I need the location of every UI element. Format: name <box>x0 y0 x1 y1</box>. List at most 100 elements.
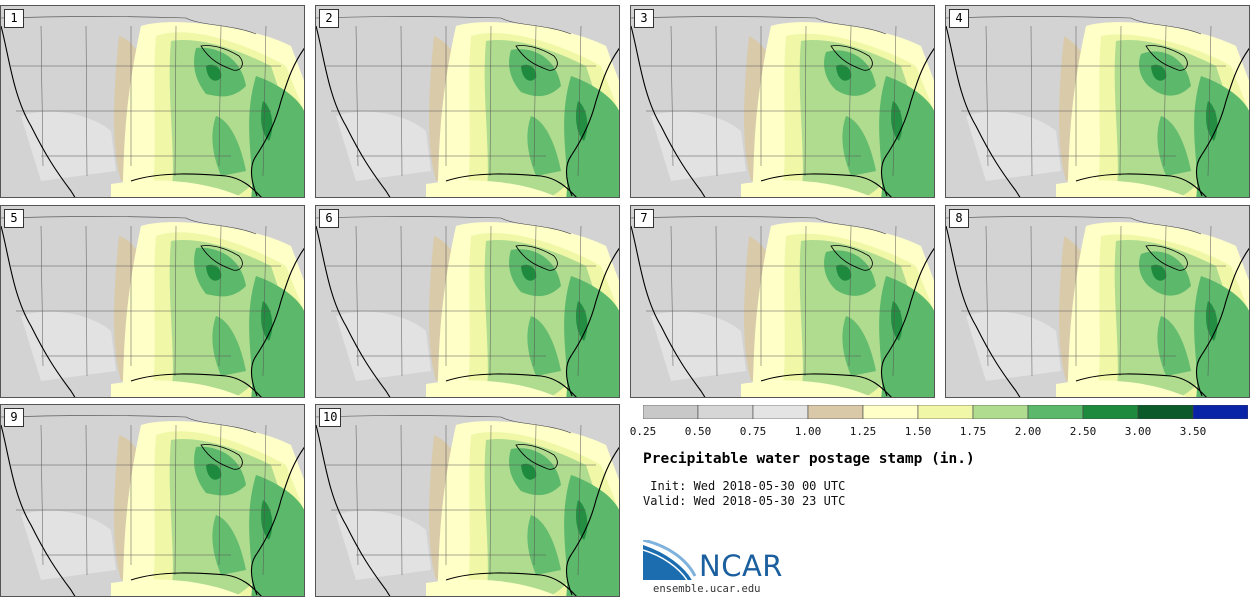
colorbar-segment <box>972 405 1029 419</box>
map-layer <box>577 225 582 377</box>
map-layer <box>527 515 561 575</box>
map-layer <box>336 111 431 181</box>
panel-9: 9 <box>0 404 305 597</box>
map-layer <box>489 225 492 377</box>
colorbar-tick: 2.50 <box>1069 425 1097 438</box>
map-layer <box>1151 64 1167 81</box>
map-layer <box>489 25 492 177</box>
colorbar-segment <box>917 405 974 419</box>
map-layer <box>1 16 257 35</box>
map-layer <box>631 216 887 235</box>
map-layer <box>400 424 403 576</box>
member-label: 4 <box>949 9 969 28</box>
colorbar-segment <box>752 405 809 419</box>
map-layer <box>804 225 807 377</box>
map-layer <box>130 173 262 197</box>
map-layer <box>651 111 746 181</box>
colorbar-tick: 1.50 <box>904 425 932 438</box>
map-layer <box>355 225 359 367</box>
map-layer <box>1030 25 1033 177</box>
colorbar-segment <box>697 405 754 419</box>
colorbar-tick: 1.00 <box>794 425 822 438</box>
precip-water-map <box>316 206 619 397</box>
map-layer <box>515 245 558 271</box>
map-layer <box>218 424 222 566</box>
precip-water-map <box>946 206 1249 397</box>
member-label: 9 <box>4 408 24 427</box>
map-layer <box>760 173 892 197</box>
colorbar-segment <box>862 405 919 419</box>
map-layer <box>336 311 431 381</box>
colorbar-segment <box>1192 405 1248 419</box>
precip-water-map <box>631 206 934 397</box>
map-layer <box>842 316 876 376</box>
map-layer <box>85 424 88 576</box>
map-layer <box>804 25 807 177</box>
map-layer <box>566 247 619 397</box>
panel-3: 3 <box>630 5 935 198</box>
map-layer <box>966 111 1061 181</box>
ncar-logo-icon <box>643 540 697 581</box>
member-label: 10 <box>319 408 342 427</box>
map-layer <box>1075 173 1207 197</box>
map-layer <box>836 64 852 81</box>
map-layer <box>1151 264 1167 281</box>
map-layer <box>316 415 572 434</box>
colorbar-segment <box>1137 405 1194 419</box>
member-label: 7 <box>634 209 654 228</box>
map-layer <box>212 316 246 376</box>
map-layer <box>985 225 989 367</box>
map-layer <box>836 264 852 281</box>
map-layer <box>715 25 718 177</box>
map-layer <box>445 572 577 596</box>
map-layer <box>400 225 403 377</box>
map-layer <box>40 25 44 167</box>
precip-water-map <box>946 6 1249 197</box>
map-layer <box>946 25 1021 197</box>
map-layer <box>566 47 619 197</box>
map-layer <box>1196 247 1249 397</box>
panel-7: 7 <box>630 205 935 398</box>
map-layer <box>1056 180 1187 197</box>
map-layer <box>316 225 391 397</box>
precip-water-map <box>1 6 304 197</box>
map-layer <box>251 47 304 197</box>
map-layer <box>1145 45 1188 71</box>
map-layer <box>1 225 76 397</box>
map-layer <box>200 444 243 470</box>
map-layer <box>21 510 116 580</box>
map-layer <box>1196 47 1249 197</box>
panel-5: 5 <box>0 205 305 398</box>
logo-text: NCAR <box>699 549 783 583</box>
map-layer <box>1207 225 1212 377</box>
map-layer <box>533 25 537 167</box>
map-layer <box>206 463 222 480</box>
map-layer <box>515 444 558 470</box>
precip-water-map <box>1 405 304 596</box>
map-layer <box>262 25 267 177</box>
colorbar-segment <box>1027 405 1084 419</box>
map-layer <box>316 216 572 235</box>
map-layer <box>1163 225 1167 367</box>
map-layer <box>1075 373 1207 397</box>
map-layer <box>445 373 577 397</box>
map-layer <box>355 424 359 566</box>
map-layer <box>881 47 934 197</box>
map-layer <box>848 25 852 167</box>
map-layer <box>892 25 897 177</box>
chart-title: Precipitable water postage stamp (in.) <box>643 451 975 467</box>
map-layer <box>966 311 1061 381</box>
map-layer <box>830 45 873 71</box>
map-layer <box>1030 225 1033 377</box>
map-layer <box>715 225 718 377</box>
colorbar-tick: 0.75 <box>739 425 767 438</box>
map-layer <box>830 245 873 271</box>
map-layer <box>848 225 852 367</box>
colorbar-ticks: 0.25 0.50 0.75 1.00 1.25 1.50 1.75 2.00 … <box>630 425 1250 439</box>
panel-6: 6 <box>315 205 620 398</box>
panel-8: 8 <box>945 205 1250 398</box>
map-layer <box>1 216 257 235</box>
map-layer <box>85 25 88 177</box>
map-layer <box>670 225 674 367</box>
colorbar-tick: 1.75 <box>959 425 987 438</box>
